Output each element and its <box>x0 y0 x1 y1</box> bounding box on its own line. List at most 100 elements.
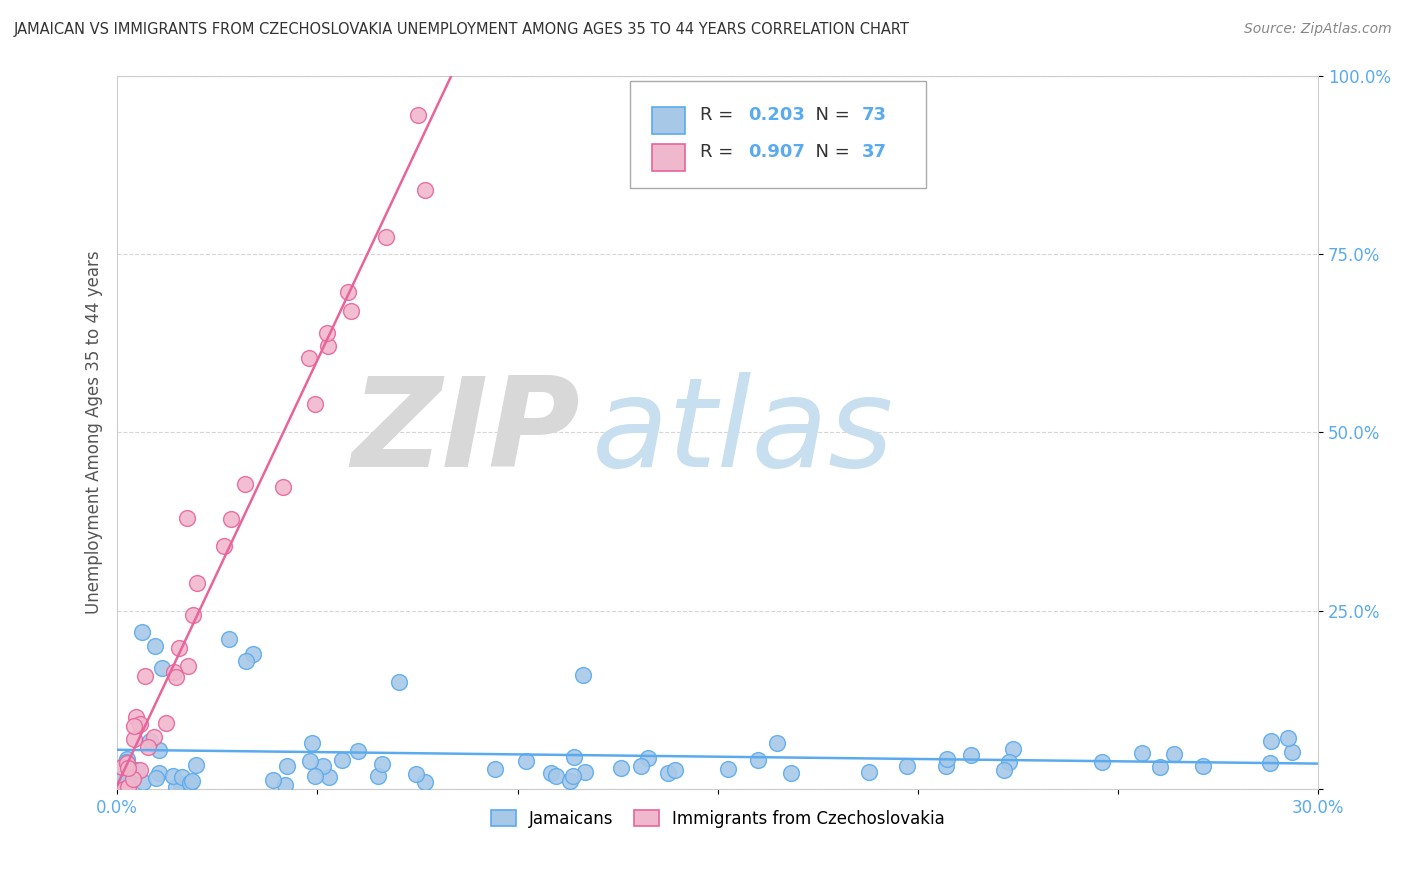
Point <box>387 675 409 690</box>
Point <box>115 772 138 787</box>
Point <box>112 781 135 796</box>
Point <box>134 669 156 683</box>
Text: 0.907: 0.907 <box>748 143 804 161</box>
Point <box>418 57 440 71</box>
Point <box>212 539 235 553</box>
Point <box>148 766 170 780</box>
Point <box>858 764 880 779</box>
Point <box>960 747 983 762</box>
Point <box>312 758 335 772</box>
Point <box>558 773 581 788</box>
Point <box>165 670 187 684</box>
Point <box>371 756 394 771</box>
Point <box>1281 745 1303 759</box>
Point <box>121 772 143 787</box>
Point <box>340 303 363 318</box>
Point <box>747 753 769 767</box>
Point <box>561 769 583 783</box>
Point <box>657 765 679 780</box>
Point <box>406 108 429 122</box>
Point <box>276 759 298 773</box>
Point <box>117 780 139 794</box>
Point <box>637 751 659 765</box>
Point <box>112 771 135 785</box>
Text: N =: N = <box>804 143 856 161</box>
Point <box>304 769 326 783</box>
Point <box>235 654 257 668</box>
FancyBboxPatch shape <box>651 144 685 171</box>
Point <box>515 754 537 768</box>
Point <box>143 640 166 654</box>
Point <box>115 752 138 766</box>
Point <box>1277 731 1299 745</box>
Point <box>163 665 186 679</box>
Point <box>1002 742 1025 756</box>
Point <box>780 766 803 780</box>
Point <box>184 757 207 772</box>
Point <box>125 709 148 723</box>
Point <box>132 775 155 789</box>
Point <box>114 781 136 796</box>
Point <box>176 511 198 525</box>
Point <box>347 744 370 758</box>
Point <box>935 759 957 773</box>
Point <box>304 397 326 411</box>
Point <box>181 774 204 789</box>
Point <box>117 761 139 775</box>
Point <box>1192 758 1215 772</box>
Text: JAMAICAN VS IMMIGRANTS FROM CZECHOSLOVAKIA UNEMPLOYMENT AMONG AGES 35 TO 44 YEAR: JAMAICAN VS IMMIGRANTS FROM CZECHOSLOVAK… <box>14 22 910 37</box>
Text: atlas: atlas <box>592 372 894 493</box>
Point <box>610 761 633 775</box>
Point <box>169 640 191 655</box>
Point <box>143 730 166 744</box>
Point <box>145 771 167 785</box>
Point <box>129 763 152 777</box>
Point <box>664 763 686 777</box>
Point <box>318 770 340 784</box>
Point <box>131 625 153 640</box>
Point <box>997 756 1019 770</box>
Point <box>367 768 389 782</box>
Point <box>150 661 173 675</box>
Point <box>301 736 323 750</box>
Point <box>155 716 177 731</box>
Point <box>148 743 170 757</box>
Point <box>172 770 194 784</box>
Point <box>935 752 957 766</box>
Point <box>274 778 297 792</box>
Point <box>316 339 339 353</box>
Point <box>186 575 208 590</box>
Point <box>183 608 205 623</box>
Point <box>122 719 145 733</box>
Point <box>540 766 562 780</box>
Point <box>330 753 353 767</box>
Point <box>219 512 242 526</box>
Point <box>242 647 264 661</box>
Point <box>218 632 240 647</box>
Point <box>546 769 568 783</box>
Point <box>115 756 138 770</box>
Point <box>169 776 191 790</box>
Point <box>574 765 596 780</box>
Text: R =: R = <box>700 106 738 124</box>
Point <box>717 762 740 776</box>
Point <box>179 776 201 790</box>
Point <box>262 772 284 787</box>
Point <box>993 763 1015 777</box>
Legend: Jamaicans, Immigrants from Czechoslovakia: Jamaicans, Immigrants from Czechoslovaki… <box>484 803 952 834</box>
Point <box>415 774 437 789</box>
Point <box>562 749 585 764</box>
Point <box>413 183 436 197</box>
Point <box>484 762 506 776</box>
Point <box>298 754 321 768</box>
Point <box>165 780 187 795</box>
Point <box>1260 734 1282 748</box>
Point <box>122 732 145 747</box>
Point <box>176 658 198 673</box>
Point <box>139 733 162 747</box>
Point <box>127 764 149 778</box>
Point <box>298 351 321 366</box>
Point <box>233 477 256 491</box>
Point <box>375 230 398 244</box>
Text: 37: 37 <box>862 143 887 161</box>
